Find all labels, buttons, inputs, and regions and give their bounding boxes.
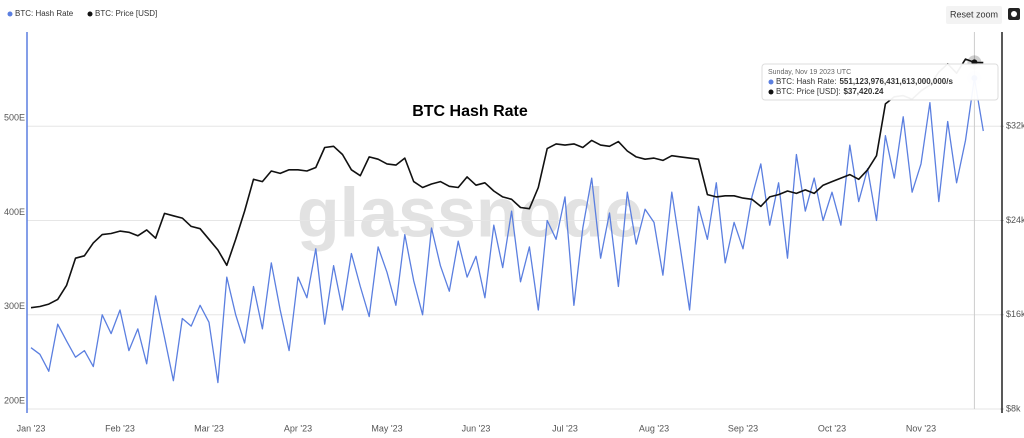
x-tick-label: Jan '23 [17,423,46,433]
x-tick-label: Nov '23 [906,423,936,433]
x-tick-label: Mar '23 [194,423,224,433]
y2-tick-label: $24k [1006,215,1024,225]
x-tick-label: Feb '23 [105,423,135,433]
y-tick-label: 200E [4,395,25,405]
legend-marker [7,11,13,17]
tooltip-row-value: 551,123,976,431,613,000,000/s [839,77,953,86]
tooltip-date: Sunday, Nov 19 2023 UTC [768,69,851,76]
tooltip-row-label: BTC: Price [USD]: [776,87,840,96]
x-tick-label: May '23 [371,423,402,433]
tooltip-marker [768,79,774,85]
reset-zoom-label[interactable]: Reset zoom [950,9,998,19]
y2-tick-label: $8k [1006,403,1021,413]
y2-tick-label: $16k [1006,309,1024,319]
x-tick-label: Jun '23 [462,423,491,433]
x-tick-label: Aug '23 [639,423,669,433]
watermark: glassnode [297,173,643,251]
tooltip-box [761,63,999,101]
y-tick-label: 300E [4,301,25,311]
x-tick-label: Apr '23 [284,423,312,433]
tooltip-row-label: BTC: Hash Rate: [776,77,836,86]
y2-tick-label: $32k [1006,121,1024,131]
tooltip-label: BTC: Price [USD]: $37,420.24 [776,87,884,96]
tooltip-label: BTC: Hash Rate: 551,123,976,431,613,000,0… [776,77,953,86]
y-tick-label: 400E [4,207,25,217]
x-tick-label: Jul '23 [552,423,578,433]
legend-label: BTC: Price [USD] [95,9,157,18]
legend-marker [87,11,93,17]
x-tick-label: Oct '23 [818,423,846,433]
y-tick-label: 500E [4,113,25,123]
legend-label: BTC: Hash Rate [15,9,74,18]
series-line [30,77,984,384]
series-line [30,58,984,309]
tooltip-marker [768,89,774,95]
x-tick-label: Sep '23 [728,423,758,433]
camera-lens [1011,11,1017,17]
tooltip-row-value: $37,420.24 [843,87,884,96]
reset-zoom-button[interactable] [946,6,1002,24]
chart-title: BTC Hash Rate [412,103,528,120]
